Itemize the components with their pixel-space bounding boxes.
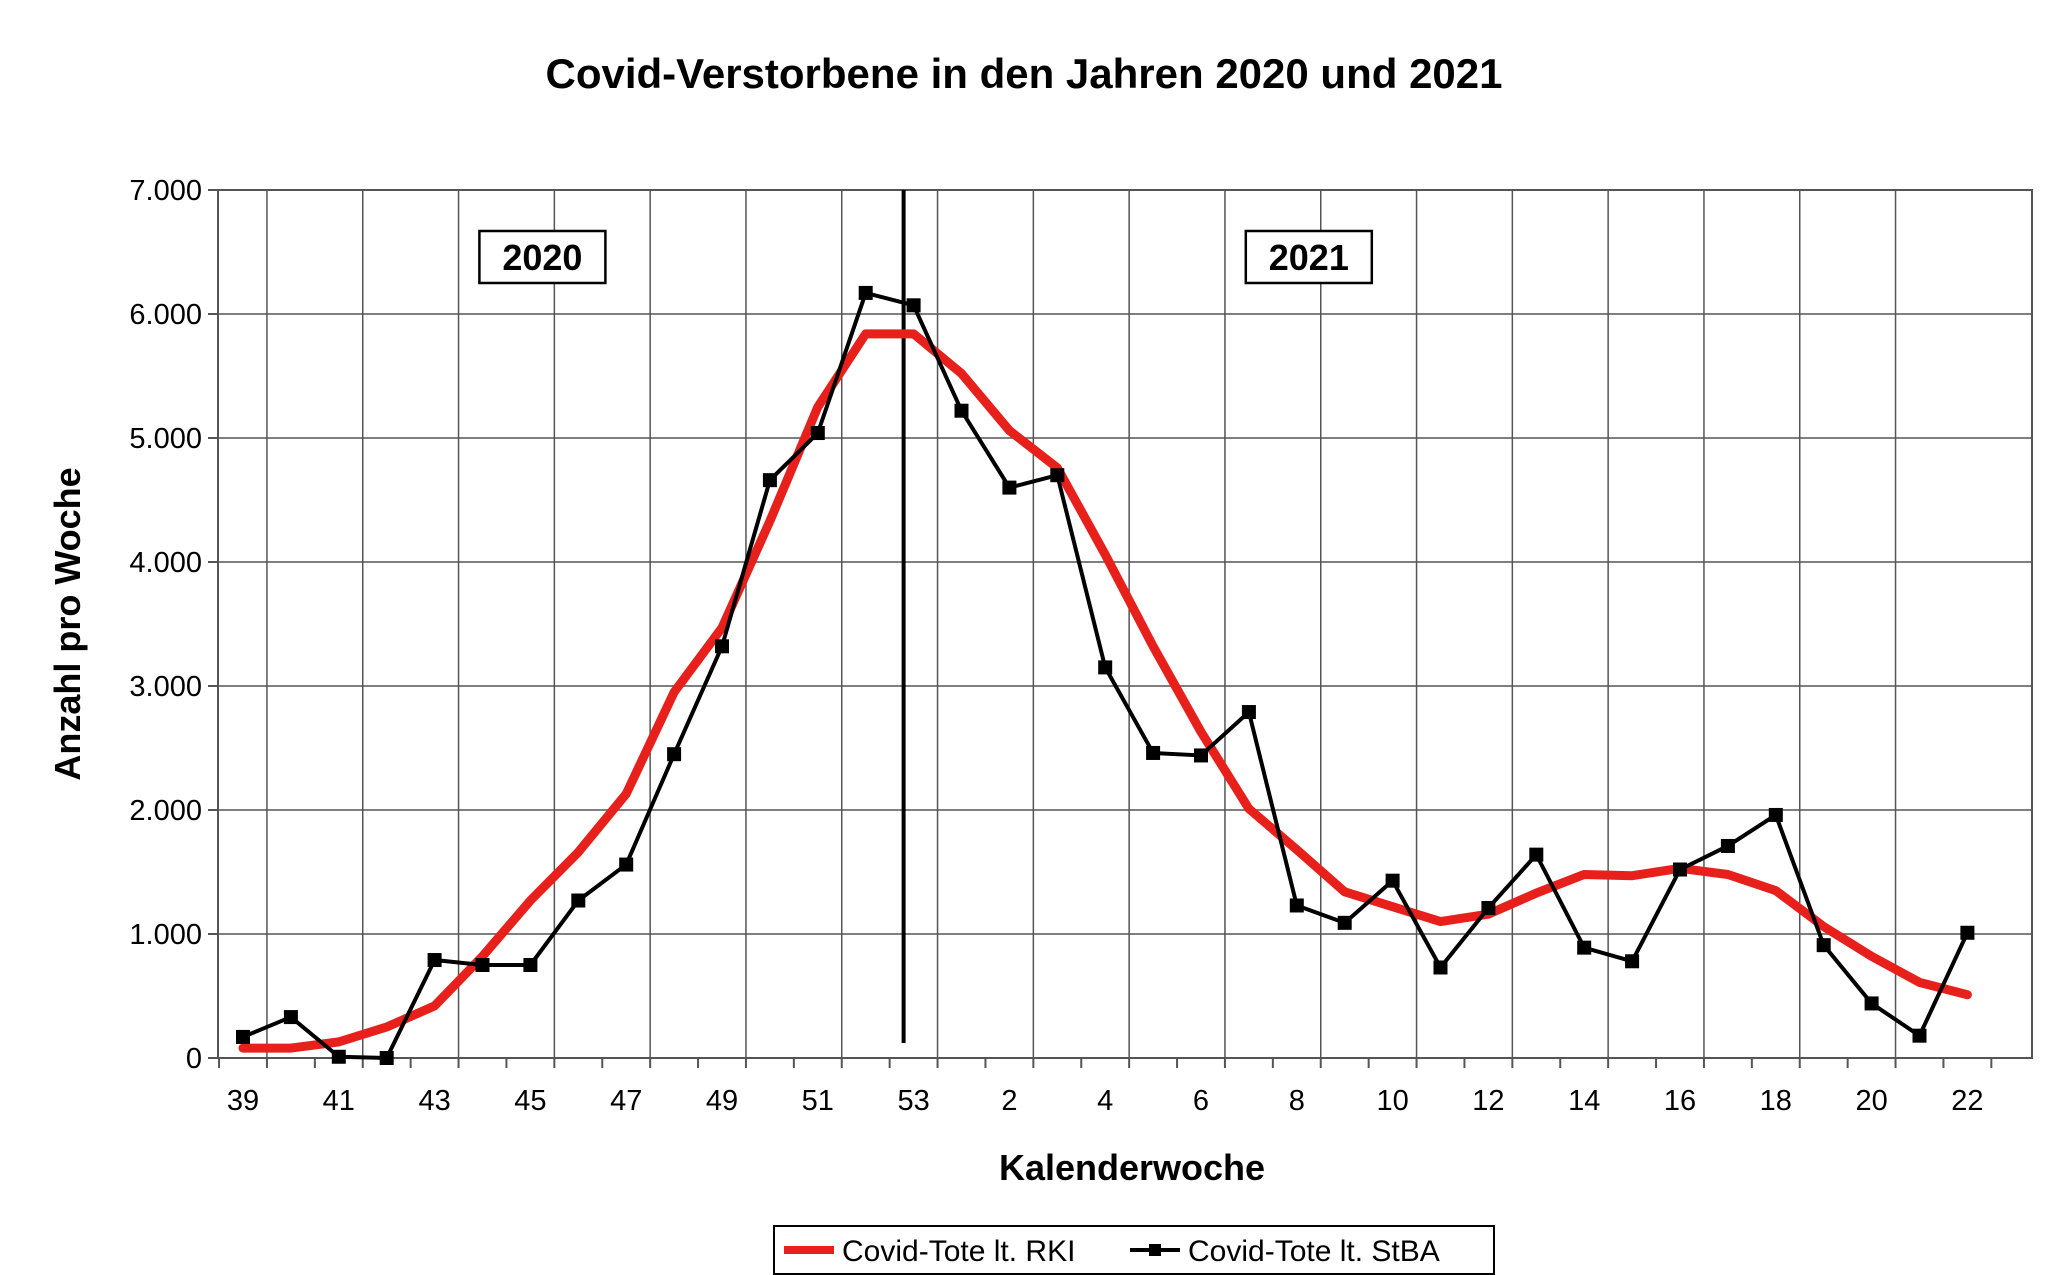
x-tick-label: 45 <box>514 1085 546 1117</box>
x-tick-label: 51 <box>802 1085 834 1117</box>
x-tick-label: 41 <box>323 1085 355 1117</box>
y-tick-label: 3.000 <box>129 671 202 703</box>
data-point-stba <box>1146 745 1161 760</box>
y-axis-title: Anzahl pro Woche <box>47 467 88 780</box>
legend-marker-stba <box>1149 1244 1161 1256</box>
x-tick-label: 16 <box>1664 1085 1696 1117</box>
x-axis: 39 41 43 45 47 49 51 53 2 4 6 8 10 12 14 16 18 20 22 <box>218 1058 1993 1117</box>
data-point-stba <box>858 285 873 300</box>
data-point-stba <box>571 893 586 908</box>
x-tick-label: 12 <box>1472 1085 1504 1117</box>
x-tick-label: 47 <box>610 1085 642 1117</box>
x-tick-label: 14 <box>1568 1085 1600 1117</box>
year-marker-box <box>1244 229 1374 285</box>
data-point-stba <box>1960 925 1975 940</box>
data-point-stba <box>1098 660 1113 675</box>
grid-vertical <box>266 190 1897 1058</box>
data-point-stba <box>1385 873 1400 888</box>
data-point-stba <box>1864 996 1879 1011</box>
data-point-stba <box>954 403 969 418</box>
x-tick-label: 18 <box>1760 1085 1792 1117</box>
x-tick-label: 20 <box>1855 1085 1887 1117</box>
x-tick-label: 39 <box>227 1085 259 1117</box>
data-point-stba <box>1529 847 1544 862</box>
x-tick-label: 22 <box>1951 1085 1983 1117</box>
x-tick-label: 10 <box>1376 1085 1408 1117</box>
data-point-stba <box>1289 898 1304 913</box>
chart-title: Covid-Verstorbene in den Jahren 2020 und… <box>546 50 1503 97</box>
data-point-stba <box>1050 468 1065 483</box>
data-point-stba <box>379 1051 394 1065</box>
y-tick-label: 0 <box>186 1043 202 1075</box>
x-tick-label: 8 <box>1289 1085 1305 1117</box>
data-point-stba <box>1577 940 1592 955</box>
data-point-stba <box>1768 807 1783 822</box>
data-point-stba <box>283 1010 298 1025</box>
y-tick-label: 6.000 <box>129 299 202 331</box>
data-point-stba <box>715 639 729 654</box>
data-point-stba <box>1194 748 1208 763</box>
data-point-stba <box>475 958 490 972</box>
data-point-stba <box>331 1049 346 1064</box>
data-point-stba <box>810 426 825 441</box>
year-marker-label: 2020 <box>502 237 582 278</box>
year-marker-label: 2021 <box>1269 237 1349 278</box>
data-point-stba <box>1673 862 1687 877</box>
legend: Covid-Tote lt. RKI Covid-Tote lt. StBA <box>773 1225 1495 1275</box>
data-point-stba <box>1337 915 1352 930</box>
data-point-stba <box>762 473 777 488</box>
data-point-stba <box>523 958 538 972</box>
y-tick-label: 5.000 <box>129 423 202 455</box>
data-point-stba <box>1241 705 1256 720</box>
series-layer <box>236 285 1975 1065</box>
data-point-stba <box>1720 838 1735 853</box>
x-axis-title: Kalenderwoche <box>999 1147 1265 1188</box>
plot-area <box>217 189 2033 1059</box>
y-tick-label: 1.000 <box>129 919 202 951</box>
data-point-stba <box>427 953 442 968</box>
x-tick-label: 4 <box>1097 1085 1113 1117</box>
data-point-stba <box>1816 938 1831 953</box>
grid-horizontal <box>218 189 2032 1059</box>
legend-label-rki: Covid-Tote lt. RKI <box>842 1235 1075 1268</box>
x-tick-label: 2 <box>1001 1085 1017 1117</box>
x-tick-label: 43 <box>418 1085 450 1117</box>
data-point-stba <box>236 1029 250 1044</box>
year-markers: 2020 2021 <box>478 229 1374 285</box>
x-tick-label: 53 <box>897 1085 929 1117</box>
plot-border <box>217 189 2033 1059</box>
y-tick-label: 4.000 <box>129 547 202 579</box>
y-tick-label: 7.000 <box>129 175 202 207</box>
y-axis: 0 1.000 2.000 3.000 4.000 5.000 6.000 7.000 <box>129 175 218 1075</box>
data-point-stba <box>1002 480 1017 495</box>
data-point-stba <box>1481 900 1496 915</box>
y-tick-label: 2.000 <box>129 795 202 827</box>
data-point-stba <box>1912 1028 1927 1043</box>
x-tick-label: 49 <box>706 1085 738 1117</box>
data-point-stba <box>1625 954 1640 969</box>
data-point-stba <box>906 298 921 313</box>
data-point-stba <box>619 857 634 872</box>
year-marker-box <box>478 229 607 285</box>
x-tick-label: 6 <box>1193 1085 1209 1117</box>
data-point-stba <box>1433 960 1448 975</box>
legend-label-stba: Covid-Tote lt. StBA <box>1188 1235 1440 1268</box>
data-point-stba <box>667 747 682 762</box>
